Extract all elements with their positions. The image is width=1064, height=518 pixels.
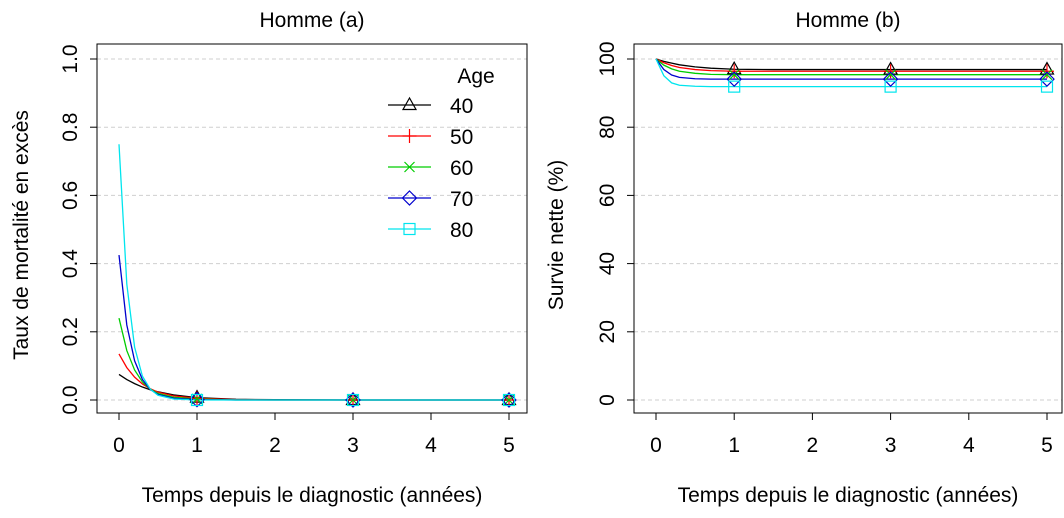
data-point-80 [190,393,204,407]
legend-marker-80 [403,222,416,236]
series-line-60 [655,58,1047,76]
legend-label: 40 [450,95,473,118]
y-tick-label: 20 [596,320,619,343]
legend-marker-50 [402,129,417,143]
y-tick-label: 1.0 [59,44,82,73]
x-tick-label: 4 [425,434,437,457]
series-line-70 [118,255,509,401]
legend-marker-60 [404,161,415,173]
x-tick-label: 0 [650,434,662,457]
y-tick-label: 0.6 [59,181,82,210]
data-point-70 [345,392,361,408]
x-tick-label: 2 [807,434,819,457]
x-tick-label: 5 [503,434,515,457]
data-point-70 [189,391,205,408]
series-line-40 [655,58,1047,71]
data-point-70 [726,71,743,87]
series-line-80 [655,58,1047,88]
series-line-50 [655,58,1047,72]
y-tick-label: 0.2 [59,317,82,346]
series-line-50 [118,353,509,401]
series-line-80 [118,144,509,401]
y-tick-label: 0.8 [59,113,82,142]
legend-title: Age [457,65,494,88]
data-point-60 [728,69,740,81]
legend-label: 50 [450,126,473,149]
y-tick-label: 80 [596,116,619,139]
series-line-70 [655,58,1047,80]
data-point-70 [501,392,517,408]
data-point-80 [1040,80,1054,93]
x-tick-label: 2 [269,434,281,457]
chart-panel-a: 0 1 2 3 4 5 0.0 0.2 0.4 0.6 0.8 1.0 Homme (a) Temps d… [10,9,528,507]
data-point-80 [884,80,897,93]
legend-label: 70 [450,188,473,211]
data-point-60 [885,69,897,81]
series-group [655,58,1047,88]
x-tick-label: 5 [1041,434,1053,457]
chart-panel-b: 0 1 2 3 4 5 0 20 40 60 80 100 Homme (b) Temps depuis … [545,9,1063,507]
data-point-70 [882,71,899,87]
x-tick-label: 4 [963,434,975,457]
data-point-80 [728,80,741,93]
data-point-70 [1039,71,1055,87]
y-tick-label: 0 [596,394,619,406]
y-axis-label: Survie nette (%) [545,160,568,311]
chart-title: Homme (a) [259,9,364,32]
x-tick-label: 0 [113,434,125,457]
y-tick-label: 0.0 [59,385,82,414]
series-line-60 [118,318,509,401]
legend: Age 40 50 60 70 80 [388,65,495,242]
legend-marker-40 [401,96,418,111]
x-axis-label: Temps depuis le diagnostic (années) [678,484,1019,507]
data-point-80 [502,393,516,407]
plot-frame [633,43,1063,414]
x-tick-label: 1 [728,434,740,457]
y-axis-label: Taux de mortalité en excès [10,110,33,360]
x-tick-label: 3 [885,434,897,457]
y-tick-label: 40 [596,252,619,275]
legend-marker-70 [401,190,418,206]
data-point-60 [1041,69,1053,81]
x-axis-label: Temps depuis le diagnostic (années) [142,484,483,507]
y-tick-label: 0.4 [59,249,82,279]
data-point-80 [346,393,360,407]
x-tick-label: 1 [191,434,203,457]
legend-label: 80 [450,219,473,242]
series-group [118,144,509,401]
x-tick-label: 3 [347,434,359,457]
legend-label: 60 [450,157,473,180]
y-tick-label: 100 [596,41,619,76]
y-tick-label: 60 [596,184,619,207]
chart-title: Homme (b) [795,9,900,32]
